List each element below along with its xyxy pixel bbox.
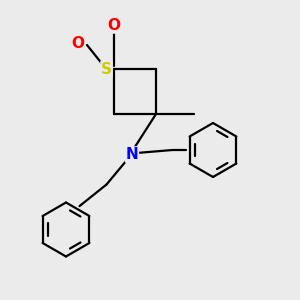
Text: O: O [107,18,121,33]
Text: S: S [101,61,112,76]
Text: N: N [126,147,138,162]
Text: O: O [71,36,85,51]
